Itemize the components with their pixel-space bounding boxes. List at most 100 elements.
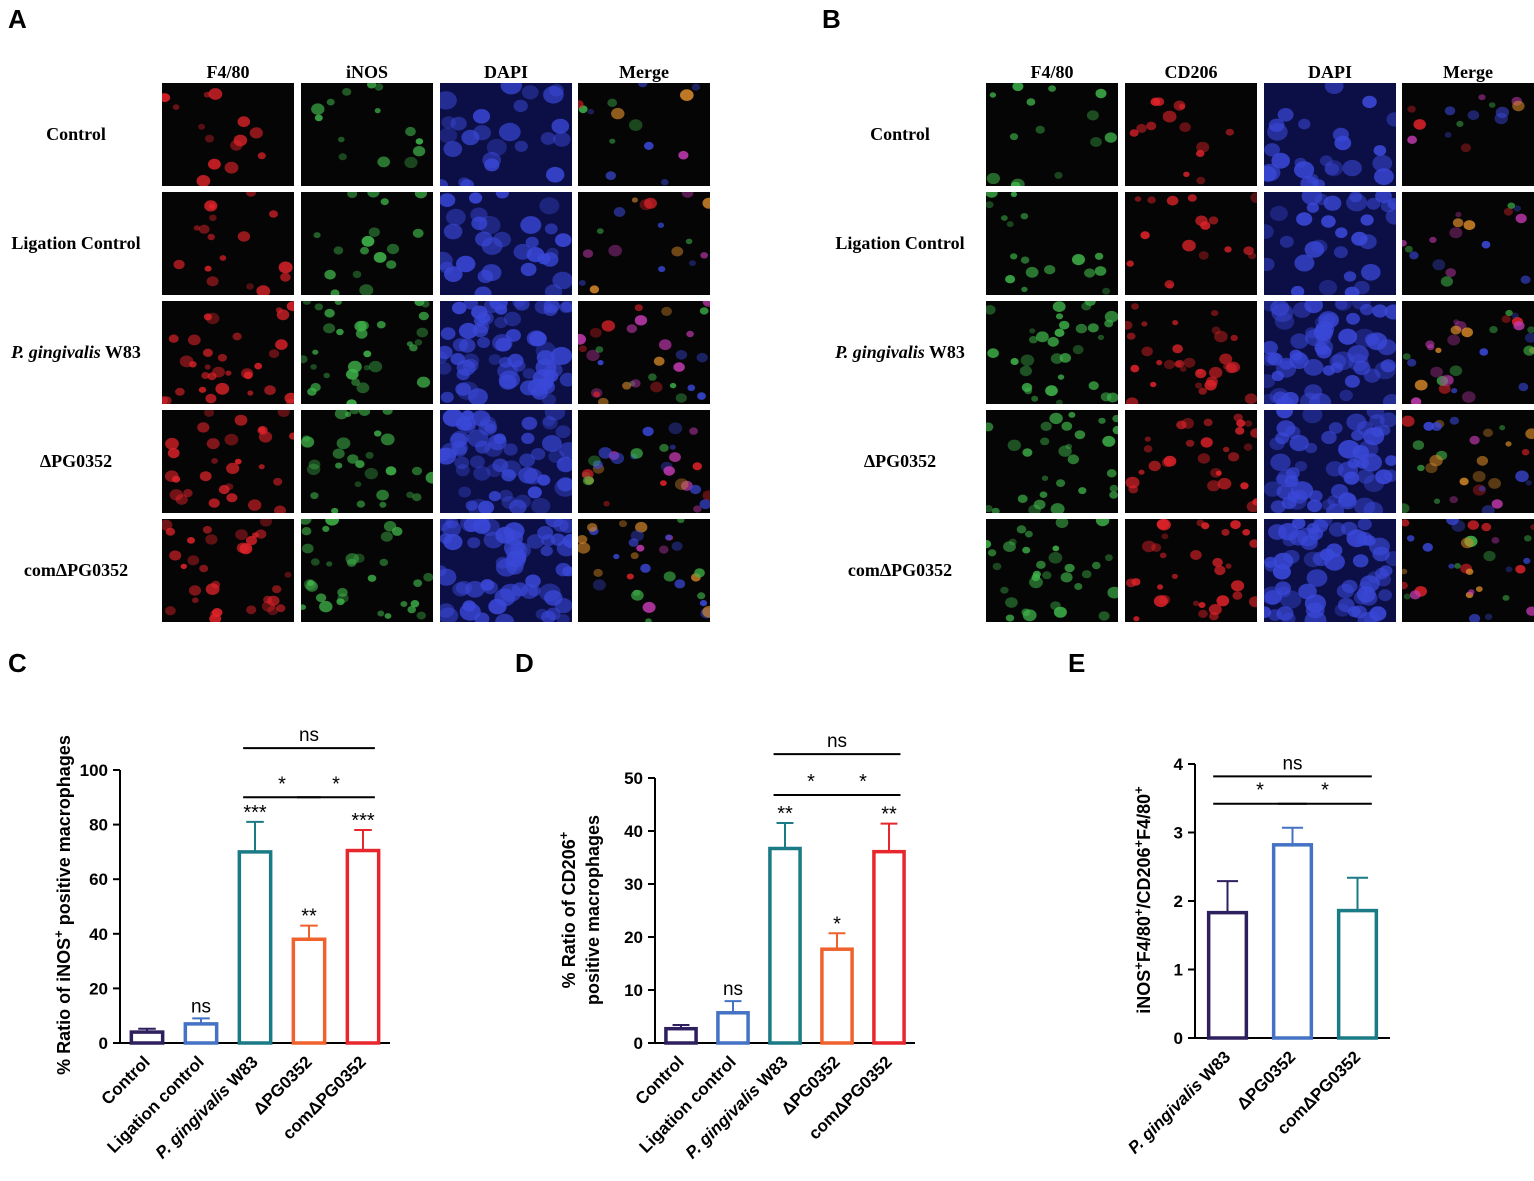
micrograph-tile-b-r1-c0	[986, 192, 1118, 295]
significance-label: **	[881, 804, 897, 826]
micrograph-tile-a-r4-c0	[162, 519, 294, 622]
significance-label: ***	[243, 802, 267, 824]
significance-label: ns	[723, 979, 743, 1000]
micrograph-tile-b-r1-c3	[1402, 192, 1534, 295]
micrograph-tile-b-r0-c3	[1402, 83, 1534, 186]
column-header-b-0: F4/80	[1030, 62, 1074, 82]
bar	[872, 849, 906, 1045]
micrograph-tile-a-r1-c0	[162, 192, 294, 295]
column-header-a-1: iNOS	[345, 62, 388, 82]
micrograph-tile-a-r0-c1	[301, 83, 433, 186]
y-tick-label: 1	[1174, 961, 1183, 980]
bar	[664, 1026, 698, 1045]
bar	[768, 846, 802, 1045]
y-axis-label: % Ratio of iNOS+ positive macrophages	[51, 735, 75, 1075]
micrograph-tile-a-r3-c0	[162, 410, 294, 513]
y-tick-label: 4	[1174, 755, 1184, 774]
x-tick-label: Ligation control	[104, 1052, 208, 1156]
micrograph-tile-a-r0-c3	[578, 83, 710, 186]
y-tick-label: 0	[99, 1034, 108, 1053]
micrograph-tile-b-r1-c2	[1264, 192, 1396, 295]
bar	[1206, 910, 1249, 1040]
micrograph-tile-b-r1-c1	[1125, 192, 1257, 295]
significance-label: ***	[351, 810, 375, 832]
significance-label: **	[301, 906, 317, 928]
bar	[129, 1030, 165, 1045]
bar	[345, 848, 381, 1045]
row-label-a-3: ΔPG0352	[39, 450, 113, 471]
comparison-label: *	[807, 771, 815, 793]
row-label-a-4: comΔPG0352	[23, 559, 129, 580]
x-tick-label: P. gingivalis W83	[682, 1052, 792, 1162]
significance-label: **	[777, 803, 793, 825]
comparison-label: *	[1321, 780, 1329, 802]
micrograph-tile-a-r2-c3	[578, 301, 710, 404]
comparison-label: ns	[827, 731, 847, 752]
micrograph-tile-b-r4-c3	[1402, 519, 1534, 622]
micrograph-tile-b-r3-c2	[1264, 410, 1396, 513]
micrograph-tile-a-r3-c1	[301, 410, 433, 513]
micrograph-tile-a-r3-c3	[578, 410, 710, 513]
y-axis-label: iNOS+F4/80+/CD206+F4/80+	[1131, 786, 1155, 1014]
micrograph-tile-a-r3-c2	[440, 410, 572, 513]
micrograph-tile-a-r1-c1	[301, 192, 433, 295]
y-tick-label: 2	[1174, 892, 1183, 911]
bar	[820, 947, 854, 1045]
x-tick-label: ΔPG0352	[1233, 1047, 1299, 1113]
panel-label-b: B	[822, 4, 841, 34]
y-tick-label: 0	[1174, 1029, 1183, 1048]
row-label-b-2: P. gingivalis W83	[835, 341, 965, 362]
bar	[237, 850, 273, 1045]
comparison-label: ns	[1282, 753, 1302, 774]
micrograph-tile-a-r1-c2	[440, 192, 572, 295]
y-tick-label: 100	[80, 761, 108, 780]
y-tick-label: 0	[634, 1034, 643, 1053]
micrograph-tile-b-r0-c1	[1125, 83, 1257, 186]
micrograph-tile-a-r2-c0	[162, 301, 294, 404]
micrograph-tile-b-r2-c0	[986, 301, 1118, 404]
x-tick-label: P. gingivalis W83	[152, 1052, 262, 1162]
micrograph-tile-a-r2-c2	[440, 301, 572, 404]
column-header-a-0: F4/80	[206, 62, 250, 82]
y-tick-label: 40	[624, 822, 643, 841]
micrograph-tile-b-r2-c3	[1402, 301, 1534, 404]
comparison-label: *	[859, 771, 867, 793]
y-tick-label: 50	[624, 769, 643, 788]
micrograph-tile-b-r0-c2	[1264, 83, 1396, 186]
y-tick-label: 30	[624, 875, 643, 894]
bar	[716, 1011, 750, 1045]
micrograph-tile-b-r2-c2	[1264, 301, 1396, 404]
row-label-b-1: Ligation Control	[835, 232, 965, 253]
y-tick-label: 40	[89, 925, 108, 944]
micrograph-tile-a-r1-c3	[578, 192, 710, 295]
micrograph-tile-a-r4-c2	[440, 519, 572, 622]
panel-label-c: C	[8, 648, 27, 678]
y-tick-label: 3	[1174, 824, 1183, 843]
comparison-label: *	[1256, 780, 1264, 802]
y-tick-label: 20	[89, 979, 108, 998]
micrograph-tile-b-r3-c1	[1125, 410, 1257, 513]
row-label-b-4: comΔPG0352	[847, 559, 953, 580]
x-tick-label: Ligation control	[636, 1052, 740, 1156]
chart-c: 0 20 40 60 80 100 % Ratio of iNOS+ positive ma…	[51, 725, 390, 1162]
column-header-b-1: CD206	[1164, 62, 1218, 82]
bar	[291, 937, 327, 1045]
column-header-b-3: Merge	[1443, 62, 1493, 82]
significance-label: ns	[191, 996, 211, 1017]
micrograph-tile-a-r4-c1	[301, 519, 433, 622]
chart-e: 0 1 2 3 4 iNOS+F4/80+/CD206+F4/80+ P. gingival…	[1124, 753, 1390, 1157]
micrograph-tile-b-r4-c1	[1125, 519, 1257, 622]
y-axis-label: % Ratio of CD206+	[556, 831, 580, 988]
comparison-label: *	[278, 773, 286, 795]
micrograph-tile-a-r2-c1	[301, 301, 433, 404]
y-tick-label: 60	[89, 870, 108, 889]
micrograph-tile-b-r0-c0	[986, 83, 1118, 186]
bar	[1336, 908, 1379, 1040]
column-header-a-2: DAPI	[484, 62, 528, 82]
row-label-b-0: Control	[870, 123, 930, 144]
column-header-a-3: Merge	[619, 62, 669, 82]
row-label-b-3: ΔPG0352	[863, 450, 937, 471]
y-tick-label: 10	[624, 981, 643, 1000]
panel-label-a: A	[8, 4, 27, 34]
